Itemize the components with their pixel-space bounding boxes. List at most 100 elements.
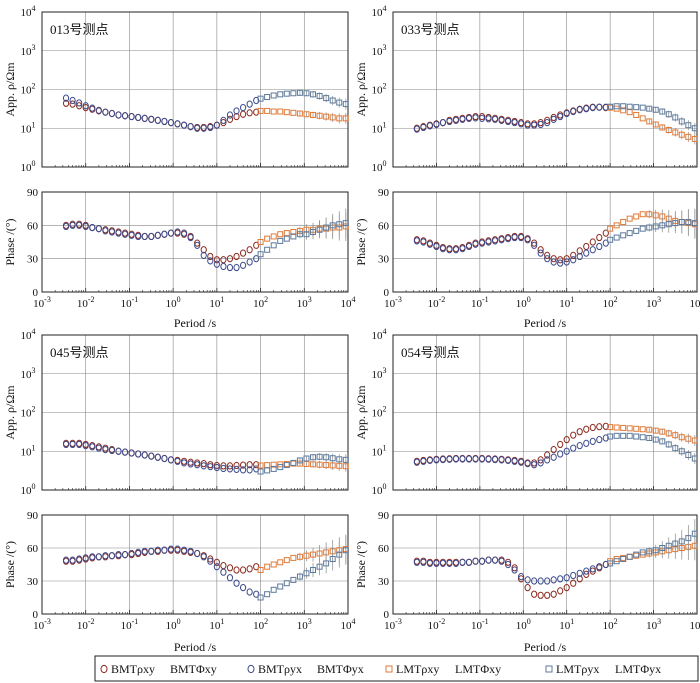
bmt-yx-phase-point [491, 556, 499, 564]
bmt-yx-phase-point [82, 222, 89, 231]
lmt-xy-phase-point [264, 563, 271, 570]
series-lmt-yx-phase [257, 535, 349, 601]
bmt-yx-phase-point [452, 559, 460, 568]
bmt-xy-phase-point [563, 255, 570, 263]
lmt-yx-rho-point [691, 125, 698, 132]
bmt-yx-phase-point [239, 584, 247, 592]
rho-axes-frame [41, 11, 349, 168]
bmt-yx-phase-point [180, 546, 188, 554]
bmt-yx-rho-point [233, 465, 240, 474]
lmt-xy-rho-point [264, 107, 271, 114]
bmt-yx-rho-point [452, 455, 460, 463]
lmt-xy-rho-point [672, 129, 679, 136]
bmt-yx-phase-point [161, 230, 168, 238]
bmt-yx-rho-point [472, 114, 479, 122]
bmt-yx-phase-point [187, 233, 194, 242]
bmt-xy-phase-point [583, 570, 590, 579]
xtick-label: 101 [209, 295, 224, 310]
phase-ytick-label: 90 [378, 187, 390, 199]
bmt-yx-rho-point [69, 440, 76, 449]
lmt-xy-rho-point [620, 107, 627, 114]
bmt-xy-rho-point [602, 422, 609, 430]
xtick-label: 10-3 [33, 617, 51, 632]
bmt-yx-phase-point [121, 230, 129, 238]
bmt-yx-rho-point [135, 450, 142, 458]
phase-ytick-label: 60 [378, 220, 390, 232]
phase-ytick-label: 30 [27, 576, 39, 588]
bmt-yx-rho-point [207, 123, 214, 132]
lmt-yx-phase-point [607, 236, 614, 243]
bmt-yx-rho-point [433, 456, 440, 464]
rho-ytick-label: 103 [21, 366, 36, 381]
lmt-yx-phase-point [613, 558, 620, 565]
bmt-yx-phase-point [89, 553, 96, 561]
series-lmt-yx-rho [607, 432, 698, 464]
legend-marker-lmt_xy [385, 665, 393, 673]
xtick-label: 104 [341, 295, 356, 310]
lmt-xy-rho-point [626, 109, 633, 116]
bmt-yx-phase-point [174, 228, 181, 236]
rho-ytick-label: 100 [372, 482, 387, 497]
bmt-yx-phase-point [472, 240, 479, 248]
bmt-xy-phase-point [226, 255, 234, 263]
legend-marker-bmt_xy [100, 664, 108, 674]
bmt-yx-phase-point [518, 233, 525, 242]
bmt-yx-phase-point [141, 547, 148, 555]
bmt-yx-phase-point [233, 263, 240, 272]
legend-frame [94, 655, 699, 682]
bmt-yx-rho-point [246, 100, 253, 108]
bmt-yx-phase-point [148, 547, 155, 555]
bmt-yx-phase-point [596, 242, 603, 251]
bmt-yx-rho-point [589, 437, 596, 445]
phase-axis-title: Phase /(°) [354, 541, 368, 588]
bmt-yx-rho-point [213, 121, 220, 129]
lmt-xy-rho-point [290, 109, 297, 116]
bmt-yx-rho-point [121, 112, 129, 120]
bmt-yx-phase-point [583, 567, 590, 575]
bmt-yx-rho-point [544, 456, 551, 464]
lmt-xy-rho-point [626, 425, 633, 432]
rho-ytick-label: 103 [372, 43, 387, 58]
bmt-yx-rho-point [426, 122, 434, 130]
rho-ytick-label: 102 [372, 405, 387, 420]
bmt-yx-phase-point [200, 251, 207, 259]
lmt-xy-phase-point [296, 553, 303, 560]
bmt-yx-rho-point [602, 103, 609, 111]
bmt-yx-phase-point [472, 557, 479, 565]
bmt-xy-rho-point [102, 444, 109, 452]
bmt-yx-rho-point [220, 116, 227, 124]
lmt-xy-rho-point [323, 113, 330, 120]
rho-ytick-label: 100 [21, 482, 36, 497]
series-lmt-xy-rho [607, 104, 698, 145]
bmt-xy-phase-point [537, 246, 544, 254]
bmt-yx-rho-point [108, 446, 116, 455]
bmt-yx-rho-point [583, 439, 590, 447]
lmt-xy-rho-point [310, 111, 317, 118]
bmt-yx-phase-point [62, 222, 70, 231]
bmt-yx-rho-point [563, 447, 570, 455]
phase-ytick-label: 60 [378, 543, 390, 555]
lmt-yx-rho-point [659, 438, 666, 445]
lmt-yx-phase-point [620, 232, 627, 239]
rho-axis-title: App. ρ/Ωm [354, 62, 368, 117]
bmt-xy-phase-point [213, 256, 220, 264]
bmt-yx-rho-point [420, 123, 427, 132]
mt-panel-2: 100 101 102 103 104 0 30 60 90 10-3 10-2 10-1 100 101… [3, 327, 356, 654]
bmt-yx-phase-point [491, 237, 499, 245]
bmt-xy-rho-point [576, 428, 583, 436]
lmt-yx-rho-point [607, 433, 614, 440]
lmt-yx-rho-point [613, 432, 620, 439]
bmt-yx-rho-point [452, 116, 460, 124]
rho-grid [41, 11, 349, 168]
bmt-yx-phase-point [135, 232, 142, 241]
xtick-label: 10-2 [428, 295, 446, 310]
series-bmt-xy-phase [62, 220, 260, 264]
lmt-yx-rho-point [678, 448, 685, 455]
bmt-xy-phase-point [570, 251, 577, 259]
xtick-label: 100 [166, 617, 181, 632]
rho-ytick-label: 101 [21, 120, 36, 135]
lmt-yx-rho-point [639, 434, 646, 441]
lmt-yx-rho-point [310, 91, 317, 98]
bmt-yx-rho-point [498, 456, 505, 464]
